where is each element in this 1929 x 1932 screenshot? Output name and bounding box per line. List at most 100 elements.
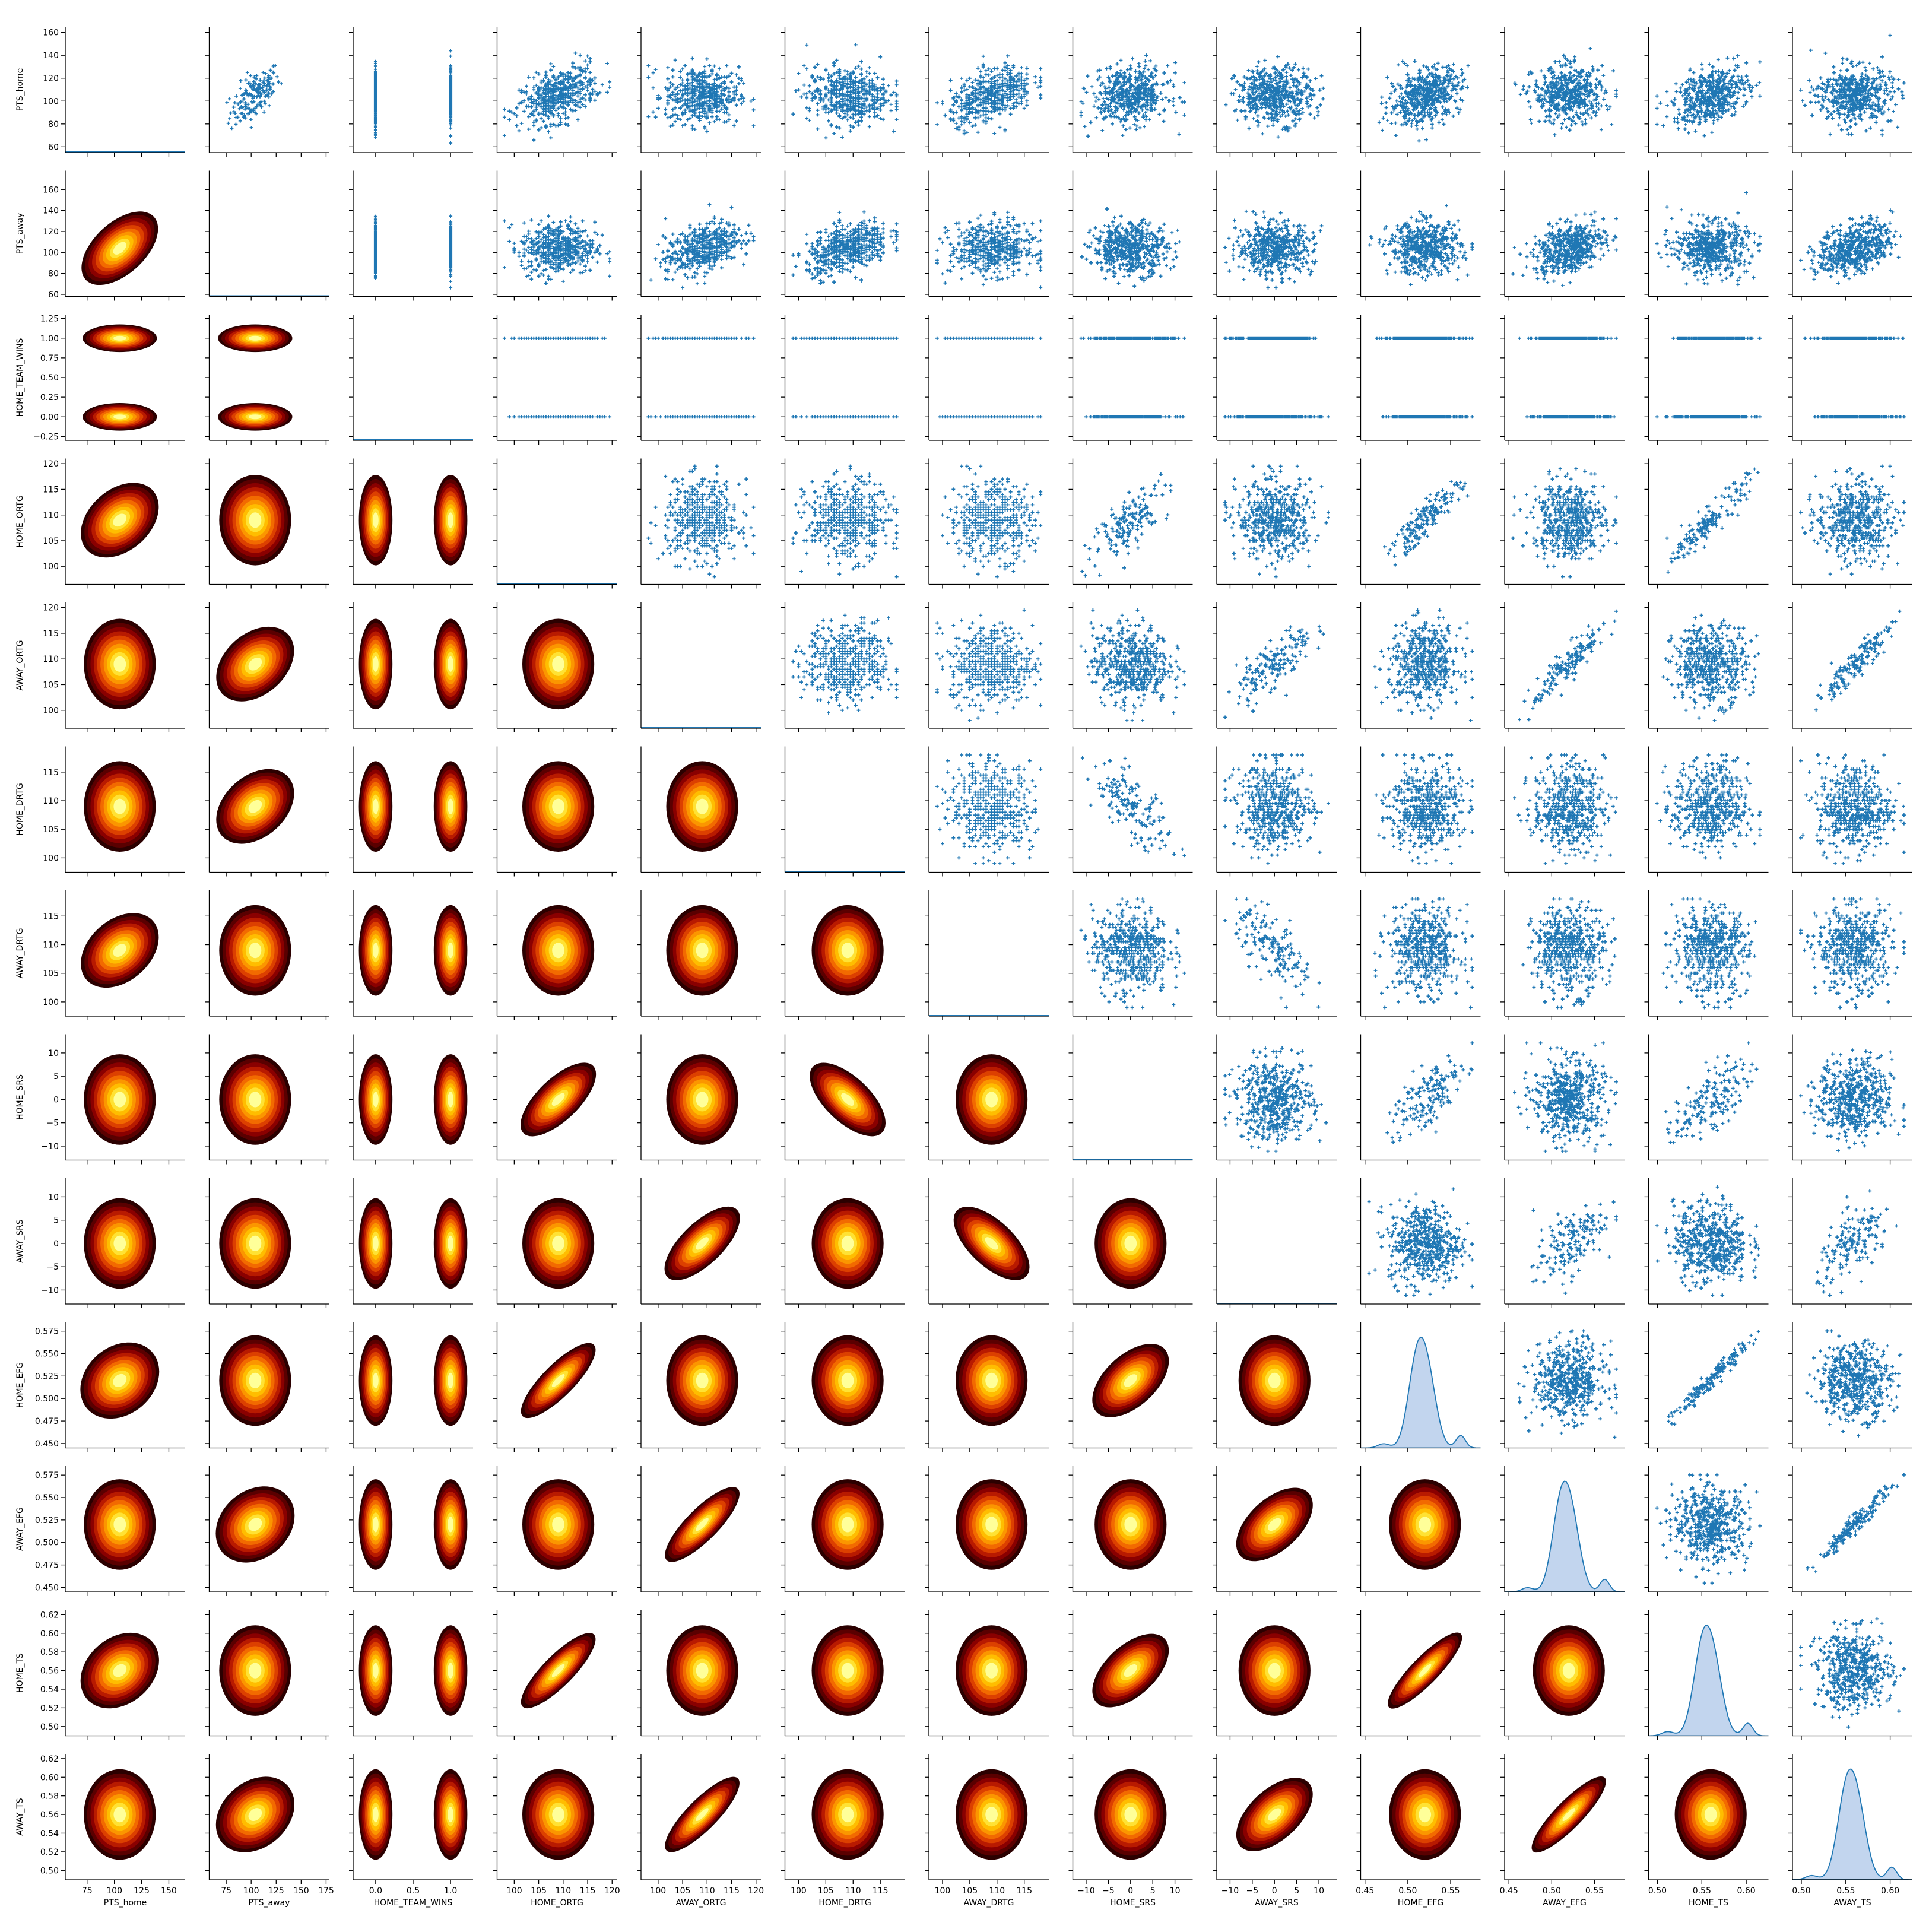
- scatter-points: [935, 336, 1043, 419]
- panel-content: [1388, 1632, 1462, 1709]
- panel-home-team-wins-vs-home-team-wins: [349, 315, 473, 445]
- panel-content: [219, 475, 291, 566]
- panel-away-ortg-vs-home-efg: [1356, 602, 1481, 732]
- scatter-points: [646, 464, 756, 579]
- x-tick-label: −10: [1222, 1886, 1239, 1896]
- scatter-points: [791, 210, 899, 285]
- panel-content: [1238, 1335, 1311, 1426]
- x-tick-label: 0.55: [1585, 1886, 1604, 1896]
- y-tick-label: 100: [43, 706, 59, 716]
- panel-content: [1803, 336, 1906, 419]
- x-axis-label-away-efg: AWAY_EFG: [1543, 1898, 1587, 1908]
- kde-level-9: [696, 1237, 709, 1250]
- panel-away-ts-vs-home-drtg: 100 105 110 115: [781, 1754, 905, 1896]
- panel-content: [1223, 464, 1330, 579]
- panel-content: [1815, 1189, 1898, 1297]
- x-tick-label: 10: [1314, 1886, 1324, 1896]
- panel-away-srs-vs-away-ortg: [637, 1178, 761, 1308]
- kde-level-9: [1268, 1518, 1281, 1531]
- y-tick-label: 5: [53, 1072, 59, 1081]
- panel-content: [646, 464, 756, 579]
- kde-level-9: [373, 1235, 379, 1251]
- kde-level-9: [373, 798, 379, 814]
- panel-away-drtg-vs-away-drtg: [925, 890, 1049, 1020]
- y-axis-label-away-ts: AWAY_TS: [15, 1798, 25, 1835]
- panel-content: [810, 1062, 886, 1137]
- kde-level-9: [552, 1517, 564, 1533]
- panel-away-ortg-vs-home-team-wins: [349, 602, 473, 732]
- y-tick-label: 0.500: [35, 1538, 59, 1548]
- kde-level-9: [1124, 1374, 1137, 1387]
- panel-away-srs-vs-pts-home: −10 −5 0 5 10: [41, 1178, 185, 1308]
- panel-home-srs-vs-home-team-wins: [349, 1034, 473, 1165]
- x-tick-label: 5: [1294, 1886, 1299, 1896]
- panel-away-srs-vs-home-drtg: [781, 1178, 905, 1308]
- scatter-points: [1374, 753, 1474, 865]
- panel-home-team-wins-vs-home-ortg: [493, 315, 617, 445]
- panel-content: [1531, 1776, 1606, 1853]
- panel-content: [646, 56, 756, 134]
- kde-level-9: [113, 656, 126, 672]
- panel-pts-away-vs-pts-away: [205, 170, 329, 301]
- x-tick-label: 0.60: [1881, 1886, 1899, 1896]
- panel-home-efg-vs-home-efg: [1356, 1322, 1481, 1452]
- panel-content: [811, 1479, 884, 1570]
- panel-content: [1799, 208, 1902, 285]
- panel-content: [1521, 897, 1617, 1010]
- panel-content: [522, 905, 595, 996]
- panel-home-ortg-vs-home-efg: [1356, 458, 1481, 589]
- panel-content: [791, 336, 899, 419]
- panel-home-team-wins-vs-home-efg: [1356, 315, 1481, 445]
- panel-content: [791, 464, 899, 579]
- scatter-points: [1079, 336, 1186, 419]
- y-axis-label-away-srs: AWAY_SRS: [15, 1219, 25, 1263]
- panel-home-ortg-vs-away-ts: [1788, 458, 1912, 589]
- x-tick-label: 105: [531, 1886, 547, 1896]
- panel-content: [1518, 336, 1618, 419]
- panel-content: [666, 1335, 738, 1426]
- panel-home-ts-vs-home-team-wins: [349, 1610, 473, 1740]
- panel-content: [84, 1769, 156, 1860]
- x-tick-label: 0.50: [1792, 1886, 1810, 1896]
- kde-level-9: [113, 1373, 127, 1387]
- x-tick-label: 100: [106, 1886, 122, 1896]
- panel-away-efg-vs-home-ortg: [493, 1466, 617, 1596]
- scatter-points: [1224, 55, 1325, 139]
- panel-pts-away-vs-home-ts: [1644, 170, 1769, 301]
- panel-away-efg-vs-away-srs: [1213, 1466, 1337, 1596]
- panel-content: [1655, 336, 1762, 419]
- panel-content: [502, 336, 612, 419]
- panel-content: [1665, 467, 1760, 574]
- panel-content: [956, 1625, 1028, 1716]
- panel-content: [80, 1632, 159, 1709]
- panel-away-drtg-vs-away-ts: [1788, 890, 1912, 1020]
- y-tick-label: 110: [43, 941, 59, 950]
- x-tick-label: 110: [989, 1886, 1005, 1896]
- x-tick-label: 100: [650, 1886, 666, 1896]
- x-axis-label-home-team-wins: HOME_TEAM_WINS: [374, 1898, 453, 1908]
- panel-content: [521, 1343, 596, 1419]
- x-tick-label: 0.50: [1398, 1886, 1417, 1896]
- kde-curve: [1648, 1624, 1769, 1736]
- panel-away-ortg-vs-home-srs: [1068, 602, 1193, 732]
- panel-away-ts-vs-home-ts: 0.50 0.55 0.60: [1644, 1754, 1769, 1896]
- panel-content: [358, 1198, 468, 1289]
- panel-content: [935, 54, 1043, 136]
- panel-content: [1236, 1778, 1313, 1852]
- kde-level-9: [985, 1517, 998, 1533]
- panel-home-ts-vs-away-drtg: [925, 1610, 1049, 1740]
- panel-home-team-wins-vs-home-drtg: [781, 315, 905, 445]
- panel-content: [84, 1198, 156, 1289]
- x-axis-label-away-drtg: AWAY_DRTG: [964, 1898, 1014, 1908]
- panel-home-team-wins-vs-away-ts: [1788, 315, 1912, 445]
- y-tick-label: 10: [48, 1049, 59, 1058]
- y-tick-label: 105: [43, 969, 59, 979]
- x-axis-label-away-ts: AWAY_TS: [1833, 1898, 1871, 1908]
- kde-level-9: [448, 1372, 453, 1388]
- panel-away-ts-vs-away-efg: 0.45 0.50 0.55: [1500, 1754, 1625, 1896]
- panel-home-team-wins-vs-away-drtg: [925, 315, 1049, 445]
- y-axis-label-pts-home: PTS_home: [15, 68, 25, 112]
- x-tick-label: 100: [506, 1886, 522, 1896]
- panel-content: [1080, 472, 1173, 578]
- panel-pts-home-vs-away-ts: [1788, 27, 1912, 157]
